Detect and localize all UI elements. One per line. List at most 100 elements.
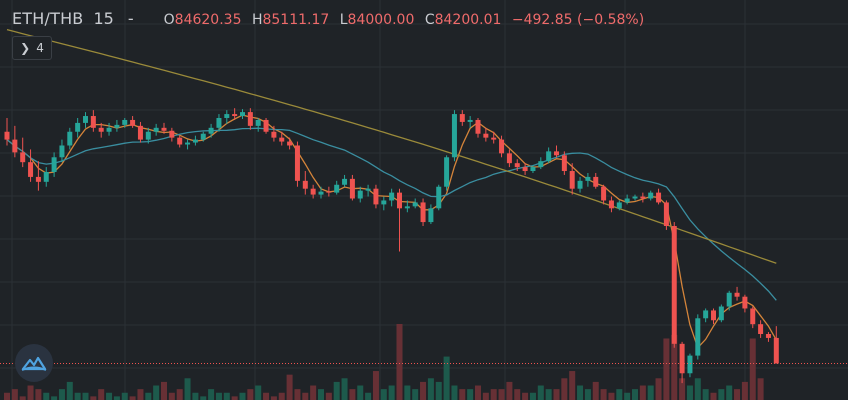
volume-bar xyxy=(263,393,269,400)
volume-bar xyxy=(451,386,457,400)
volume-bar xyxy=(240,393,246,400)
mountain-cloud-icon xyxy=(21,354,47,372)
candle-body xyxy=(758,324,763,334)
volume-bar xyxy=(601,389,607,400)
volume-bar xyxy=(192,393,198,400)
volume-bar xyxy=(718,389,724,400)
candle-body xyxy=(727,293,732,307)
candle-body xyxy=(248,112,253,126)
volume-bar xyxy=(420,382,426,400)
volume-bar xyxy=(114,396,120,400)
volume-bar xyxy=(224,393,230,400)
volume-bar xyxy=(279,393,285,400)
candle-body xyxy=(311,189,316,195)
candle-body xyxy=(366,189,371,191)
candle-body xyxy=(303,181,308,189)
volume-bar xyxy=(648,386,654,400)
volume-bar xyxy=(742,382,748,400)
candle-body xyxy=(342,179,347,185)
candle-body xyxy=(177,138,182,145)
ma-long-line xyxy=(7,30,776,264)
volume-bar xyxy=(404,386,410,400)
candle-body xyxy=(279,138,284,142)
candle-body xyxy=(264,120,269,132)
candle-body xyxy=(59,145,64,157)
volume-bar xyxy=(436,382,442,400)
volume-bar xyxy=(554,389,560,400)
candle-body xyxy=(735,293,740,297)
candle-body xyxy=(695,318,700,355)
candle-body xyxy=(413,202,418,206)
candle-body xyxy=(719,307,724,321)
volume-bar xyxy=(483,393,489,400)
candle-body xyxy=(750,308,755,324)
candle-body xyxy=(687,356,692,374)
candle-body xyxy=(28,162,33,177)
volume-bar xyxy=(75,393,81,400)
volume-bar xyxy=(711,393,717,400)
volume-bar xyxy=(428,378,434,400)
volume-bar xyxy=(734,389,740,400)
volume-bar xyxy=(726,386,732,400)
candle-body xyxy=(67,132,72,146)
candle-body xyxy=(185,143,190,145)
volume-bar xyxy=(467,389,473,400)
candle-body xyxy=(99,128,104,132)
volume-bar xyxy=(546,389,552,400)
volume-bar xyxy=(145,393,151,400)
volume-bar xyxy=(750,338,756,400)
volume-bar xyxy=(632,389,638,400)
volume-bar xyxy=(51,396,57,400)
volume-bar xyxy=(593,382,599,400)
volume-bar xyxy=(514,389,520,400)
candle-body xyxy=(711,310,716,320)
candles xyxy=(5,108,779,383)
volume-bar xyxy=(561,378,567,400)
volume-bar xyxy=(506,382,512,400)
volume-bar xyxy=(569,371,575,400)
volume-bar xyxy=(389,386,395,400)
candle-body xyxy=(585,177,590,181)
candle-body xyxy=(44,172,49,182)
volume-bar xyxy=(357,386,363,400)
candle-body xyxy=(444,157,449,186)
volume-bars xyxy=(4,324,764,400)
volume-bar xyxy=(216,393,222,400)
candle-body xyxy=(562,155,567,171)
volume-bar xyxy=(232,396,238,400)
candle-body xyxy=(491,138,496,140)
volume-bar xyxy=(349,389,355,400)
candle-body xyxy=(546,151,551,161)
volume-bar xyxy=(522,393,528,400)
ohlc-values: O84620.35 H85111.17 L84000.00 C84200.01 … xyxy=(164,12,651,28)
volume-bar xyxy=(208,389,214,400)
candle-body xyxy=(319,192,324,195)
symbol-name[interactable]: ETH/THB xyxy=(12,9,84,28)
low-label: L xyxy=(340,12,348,28)
candle-body xyxy=(664,202,669,226)
candle-body xyxy=(162,128,167,131)
volume-bar xyxy=(294,389,300,400)
indicators-toggle-button[interactable]: ❯ 4 xyxy=(12,36,52,60)
brand-logo xyxy=(15,344,53,382)
volume-bar xyxy=(137,389,143,400)
candle-body xyxy=(122,120,127,125)
candle-body xyxy=(201,134,206,140)
candle-body xyxy=(766,334,771,338)
candle-body xyxy=(52,157,57,172)
candle-body xyxy=(452,114,457,157)
volume-bar xyxy=(585,389,591,400)
volume-bar xyxy=(459,389,465,400)
candle-body xyxy=(554,151,559,155)
candle-body xyxy=(271,132,276,138)
candle-body xyxy=(326,192,331,193)
volume-bar xyxy=(640,386,646,400)
candle-body xyxy=(421,202,426,222)
candle-body xyxy=(680,344,685,373)
volume-bar xyxy=(530,393,536,400)
volume-bar xyxy=(122,393,128,400)
interval-label[interactable]: 15 xyxy=(94,9,114,28)
candle-body xyxy=(593,177,598,187)
